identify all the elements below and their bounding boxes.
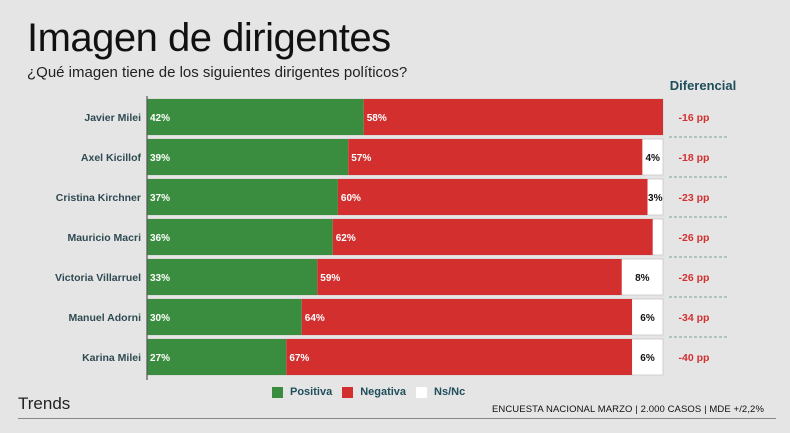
- category-label: Axel Kicillof: [81, 152, 142, 164]
- data-label: 39%: [150, 153, 170, 164]
- diferencial-value: -23 pp: [679, 192, 710, 204]
- legend-item-positiva: Positiva: [272, 386, 332, 398]
- data-label: 36%: [150, 233, 170, 244]
- diferencial-value: -26 pp: [679, 232, 710, 244]
- data-label: 4%: [645, 153, 660, 164]
- bar-positiva: [147, 179, 338, 215]
- legend-label-positiva: Positiva: [290, 386, 333, 398]
- category-label: Manuel Adorni: [68, 312, 141, 324]
- bar-negativa: [317, 259, 622, 295]
- data-label: 58%: [367, 113, 387, 124]
- data-label: 3%: [648, 193, 663, 204]
- category-label: Victoria Villarruel: [55, 272, 141, 284]
- bar-positiva: [147, 219, 333, 255]
- bar-positiva: [147, 339, 287, 375]
- chart-subtitle: ¿Qué imagen tiene de los siguientes diri…: [27, 64, 408, 81]
- category-label: Karina Milei: [82, 352, 141, 364]
- data-label: 27%: [150, 353, 170, 364]
- legend-item-negativa: Negativa: [342, 386, 406, 398]
- bar-negativa: [348, 139, 643, 175]
- legend-swatch-negativa: [342, 386, 354, 398]
- data-label: 60%: [341, 193, 361, 204]
- legend-swatch-positiva: [272, 386, 283, 398]
- bar-negativa: [286, 339, 633, 375]
- diferencial-value: -16 pp: [679, 112, 710, 124]
- data-label: 64%: [305, 313, 325, 324]
- brand-logo: Trends: [18, 394, 71, 413]
- source-note: ENCUESTA NACIONAL MARZO | 2.000 CASOS | …: [491, 404, 764, 415]
- data-label: 67%: [289, 353, 309, 364]
- data-label: 8%: [635, 273, 650, 284]
- category-label: Javier Milei: [84, 112, 141, 124]
- diferencial-value: -40 pp: [679, 352, 710, 364]
- data-label: 59%: [320, 273, 340, 284]
- bar-positiva: [147, 259, 318, 295]
- bar-positiva: [147, 139, 349, 175]
- legend-item-nsnc: Ns/Nc: [416, 386, 465, 398]
- bar-negativa: [301, 299, 633, 335]
- category-label: Cristina Kirchner: [56, 192, 141, 204]
- bar-positiva: [147, 99, 364, 135]
- data-label: 33%: [150, 273, 170, 284]
- data-label: 37%: [150, 193, 170, 204]
- bar-negativa: [363, 99, 663, 135]
- legend: Positiva Negativa Ns/Nc: [272, 386, 475, 398]
- data-label: 6%: [640, 353, 655, 364]
- bar-negativa: [337, 179, 648, 215]
- footer-divider: [18, 418, 776, 419]
- category-label: Mauricio Macri: [67, 232, 141, 244]
- chart-title: Imagen de dirigentes: [27, 16, 391, 60]
- legend-label-nsnc: Ns/Nc: [434, 386, 466, 398]
- legend-swatch-nsnc: [416, 386, 428, 398]
- diferencial-value: -18 pp: [679, 152, 710, 164]
- bar-negativa: [332, 219, 653, 255]
- data-label: 6%: [640, 313, 655, 324]
- diferencial-value: -34 pp: [679, 312, 710, 324]
- data-label: 57%: [351, 153, 371, 164]
- bar-positiva: [147, 299, 302, 335]
- data-label: 42%: [150, 113, 170, 124]
- diferencial-header: Diferencial: [669, 78, 737, 93]
- data-label: 30%: [150, 313, 170, 324]
- legend-label-negativa: Negativa: [360, 386, 407, 398]
- diferencial-value: -26 pp: [679, 272, 710, 284]
- data-label: 62%: [336, 233, 356, 244]
